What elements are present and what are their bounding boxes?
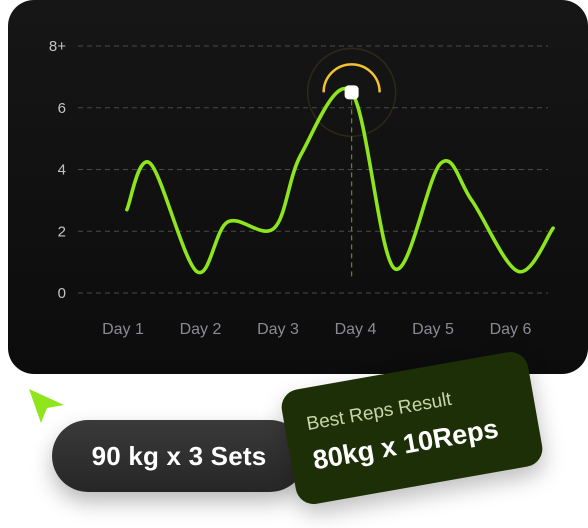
x-tick-label: Day 5 (412, 321, 454, 338)
chart-card: 0 2 4 6 8+ Day 1 Day 2 Day 3 Day 4 Day 5 Day 6 (8, 0, 588, 374)
x-tick-label: Day 3 (257, 321, 299, 338)
x-tick-label: Day 4 (335, 321, 377, 338)
sets-label: 90 kg x 3 Sets (91, 440, 267, 471)
x-tick-label: Day 6 (490, 321, 532, 338)
workout-line-chart: 0 2 4 6 8+ Day 1 Day 2 Day 3 Day 4 Day 5 Day 6 (49, 38, 555, 338)
marker-ring-arc (322, 63, 381, 93)
cursor-arrow-icon (29, 389, 64, 423)
marker-outer-ring (306, 47, 397, 138)
y-tick-label: 6 (58, 100, 66, 117)
y-tick-label: 0 (58, 285, 66, 302)
y-tick-label: 8+ (49, 38, 66, 55)
x-tick-label: Day 2 (180, 321, 222, 338)
series-line (125, 87, 555, 275)
y-tick-label: 2 (58, 223, 66, 240)
highlight-marker (344, 85, 359, 100)
y-tick-label: 4 (58, 162, 66, 179)
x-tick-label: Day 1 (102, 321, 144, 338)
sets-pill: 90 kg x 3 Sets (52, 420, 306, 492)
